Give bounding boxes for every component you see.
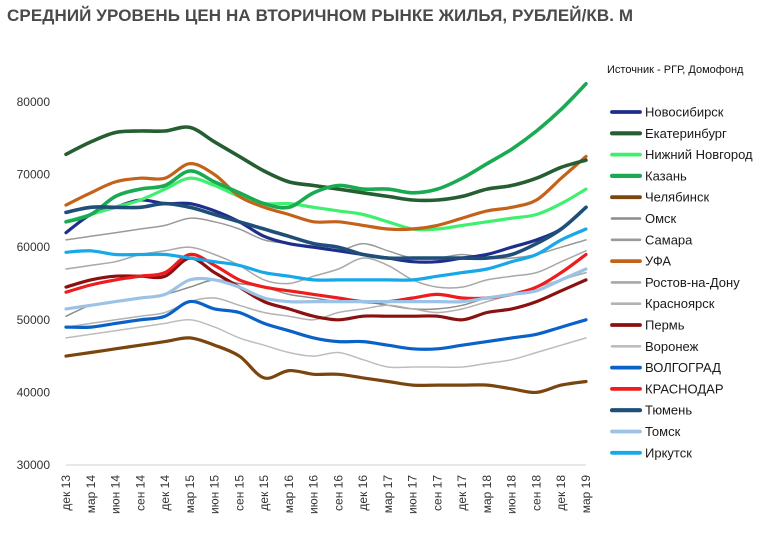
x-tick-label: дек 15 xyxy=(257,475,271,511)
legend-label: Омск xyxy=(645,211,677,226)
series-line-8 xyxy=(65,246,587,289)
x-tick-label: сен 17 xyxy=(430,475,444,511)
x-tick-label: сен 18 xyxy=(529,475,543,511)
series-line-11 xyxy=(65,318,587,369)
y-tick-label: 50000 xyxy=(17,313,51,327)
x-tick-label: мар 16 xyxy=(282,475,296,514)
x-tick-label: июн 14 xyxy=(109,475,123,514)
legend-label: Екатеринбург xyxy=(645,126,727,141)
series-line-16 xyxy=(64,227,588,282)
x-tick-label: июн 18 xyxy=(505,475,519,514)
legend-label: УФА xyxy=(645,254,671,269)
legend-label: Самара xyxy=(645,232,693,247)
x-tick-label: дек 13 xyxy=(59,475,73,511)
x-tick-label: дек 14 xyxy=(158,475,172,511)
source-note: Источник - РГР, Домофонд xyxy=(607,64,744,76)
x-tick-label: июн 15 xyxy=(208,475,222,514)
x-tick-label: мар 14 xyxy=(84,475,98,514)
series-line-4 xyxy=(64,336,588,395)
legend-label: Воронеж xyxy=(645,339,699,354)
x-tick-label: сен 16 xyxy=(331,475,345,511)
y-tick-label: 60000 xyxy=(17,240,51,254)
legend-label: Новосибирск xyxy=(645,105,724,120)
x-tick-label: июн 17 xyxy=(406,475,420,514)
x-tick-label: дек 16 xyxy=(356,475,370,511)
series-line-12 xyxy=(64,299,588,351)
legend-label: Пермь xyxy=(645,318,685,333)
legend: Новосибирск Екатеринбург Нижний Новгород Ка… xyxy=(609,105,753,460)
legend-label: Нижний Новгород xyxy=(645,147,753,162)
series-line-14 xyxy=(64,201,588,261)
series-line-7 xyxy=(64,154,588,232)
x-tick-label: сен 14 xyxy=(133,475,147,511)
legend-label: Ростов-на-Дону xyxy=(645,275,740,290)
legend-label: КРАСНОДАР xyxy=(645,381,724,396)
series-line-2 xyxy=(64,176,588,232)
legend-label: Томск xyxy=(645,424,681,439)
legend-label: Казань xyxy=(645,168,687,183)
x-tick-label: мар 17 xyxy=(381,475,395,514)
chart-title: СРЕДНИЙ УРОВЕНЬ ЦЕН НА ВТОРИЧНОМ РЫНКЕ Ж… xyxy=(7,6,634,25)
x-tick-label: дек 17 xyxy=(455,475,469,511)
y-tick-label: 40000 xyxy=(17,385,51,399)
series-line-3 xyxy=(64,82,588,224)
y-tick-label: 70000 xyxy=(17,168,51,182)
series-line-15 xyxy=(64,267,588,311)
y-tick-label: 30000 xyxy=(17,458,51,472)
legend-label: Челябинск xyxy=(645,190,709,205)
x-tick-label: дек 18 xyxy=(554,475,568,511)
legend-label: Тюмень xyxy=(645,403,692,418)
x-tick-label: июн 16 xyxy=(307,475,321,514)
axes: 30000 40000 50000 60000 70000 80000 дек 13 мар … xyxy=(17,95,593,514)
series-line-0 xyxy=(64,198,588,264)
legend-label: ВОЛГОГРАД xyxy=(645,360,721,375)
y-tick-label: 80000 xyxy=(17,95,51,109)
x-tick-label: мар 18 xyxy=(480,475,494,514)
x-tick-label: мар 15 xyxy=(183,475,197,514)
legend-label: Красноярск xyxy=(645,296,715,311)
x-tick-label: мар 19 xyxy=(579,475,593,514)
series-line-10 xyxy=(64,256,588,322)
legend-label: Иркутск xyxy=(645,445,692,460)
series-lines xyxy=(64,82,588,395)
x-tick-label: сен 15 xyxy=(232,475,246,511)
series-line-6 xyxy=(65,217,587,260)
